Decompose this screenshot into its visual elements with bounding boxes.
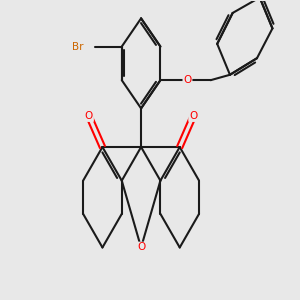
Text: O: O [183,75,192,85]
Text: O: O [189,111,197,121]
Text: Br: Br [72,42,83,52]
Text: O: O [85,111,93,121]
Text: O: O [137,242,145,253]
